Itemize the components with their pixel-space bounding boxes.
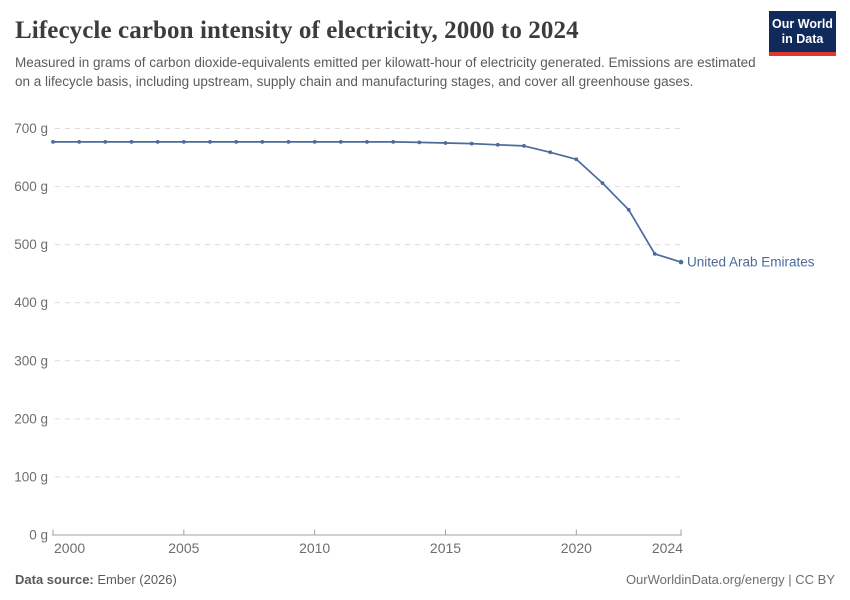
data-point[interactable] bbox=[495, 142, 500, 147]
chart-title: Lifecycle carbon intensity of electricit… bbox=[15, 17, 579, 44]
x-tick-label: 2020 bbox=[561, 540, 592, 556]
y-tick-label: 100 g bbox=[14, 469, 48, 484]
data-point[interactable] bbox=[77, 140, 82, 144]
chart-header: Lifecycle carbon intensity of electricit… bbox=[15, 16, 760, 91]
data-point[interactable] bbox=[155, 140, 160, 144]
data-point[interactable] bbox=[600, 181, 605, 186]
data-point[interactable] bbox=[522, 144, 526, 148]
data-source-note: Data source: Ember (2026) bbox=[15, 572, 177, 587]
data-point[interactable] bbox=[391, 140, 396, 144]
x-tick-label: 2024 bbox=[652, 540, 683, 556]
chart-subtitle: Measured in grams of carbon dioxide-equi… bbox=[15, 55, 756, 89]
data-line[interactable] bbox=[52, 141, 682, 263]
owid-logo-line2: in Data bbox=[781, 32, 824, 46]
data-point[interactable] bbox=[626, 207, 631, 212]
y-tick-label: 300 g bbox=[14, 353, 48, 368]
data-point[interactable] bbox=[652, 252, 657, 256]
data-point[interactable] bbox=[286, 140, 291, 144]
data-point[interactable] bbox=[548, 150, 553, 155]
entity-label[interactable]: United Arab Emirates bbox=[687, 255, 815, 270]
data-point[interactable] bbox=[443, 141, 448, 145]
data-point[interactable] bbox=[469, 141, 474, 146]
data-point[interactable] bbox=[260, 140, 265, 144]
owid-logo-line1: Our World bbox=[772, 17, 833, 31]
y-tick-label: 700 g bbox=[14, 121, 48, 136]
data-point[interactable] bbox=[208, 140, 212, 144]
data-point[interactable] bbox=[417, 140, 422, 145]
data-source-label: Data source: bbox=[15, 572, 94, 587]
data-point[interactable] bbox=[574, 157, 579, 162]
data-point[interactable] bbox=[234, 140, 239, 144]
data-point[interactable] bbox=[312, 140, 317, 144]
data-point[interactable] bbox=[338, 140, 343, 144]
x-tick-label: 2015 bbox=[430, 540, 461, 556]
y-tick-label: 600 g bbox=[14, 179, 48, 194]
data-point[interactable] bbox=[51, 140, 55, 144]
x-tick-label: 2010 bbox=[299, 540, 330, 556]
data-point[interactable] bbox=[129, 140, 134, 144]
y-tick-label: 500 g bbox=[14, 237, 48, 252]
data-point[interactable] bbox=[103, 140, 108, 144]
y-tick-label: 0 g bbox=[29, 528, 48, 543]
x-tick-label: 2000 bbox=[54, 540, 85, 556]
owid-logo[interactable]: Our World in Data bbox=[769, 11, 836, 56]
license-note: OurWorldinData.org/energy | CC BY bbox=[625, 572, 835, 587]
data-source-value: Ember (2026) bbox=[93, 572, 177, 587]
chart-footer: Data source: Ember (2026) OurWorldinData… bbox=[15, 572, 835, 587]
y-tick-label: 400 g bbox=[14, 295, 48, 310]
data-point[interactable] bbox=[181, 140, 186, 144]
data-point[interactable] bbox=[365, 140, 369, 144]
x-tick-label: 2005 bbox=[168, 540, 199, 556]
y-tick-label: 200 g bbox=[14, 411, 48, 426]
data-point[interactable] bbox=[678, 259, 684, 265]
